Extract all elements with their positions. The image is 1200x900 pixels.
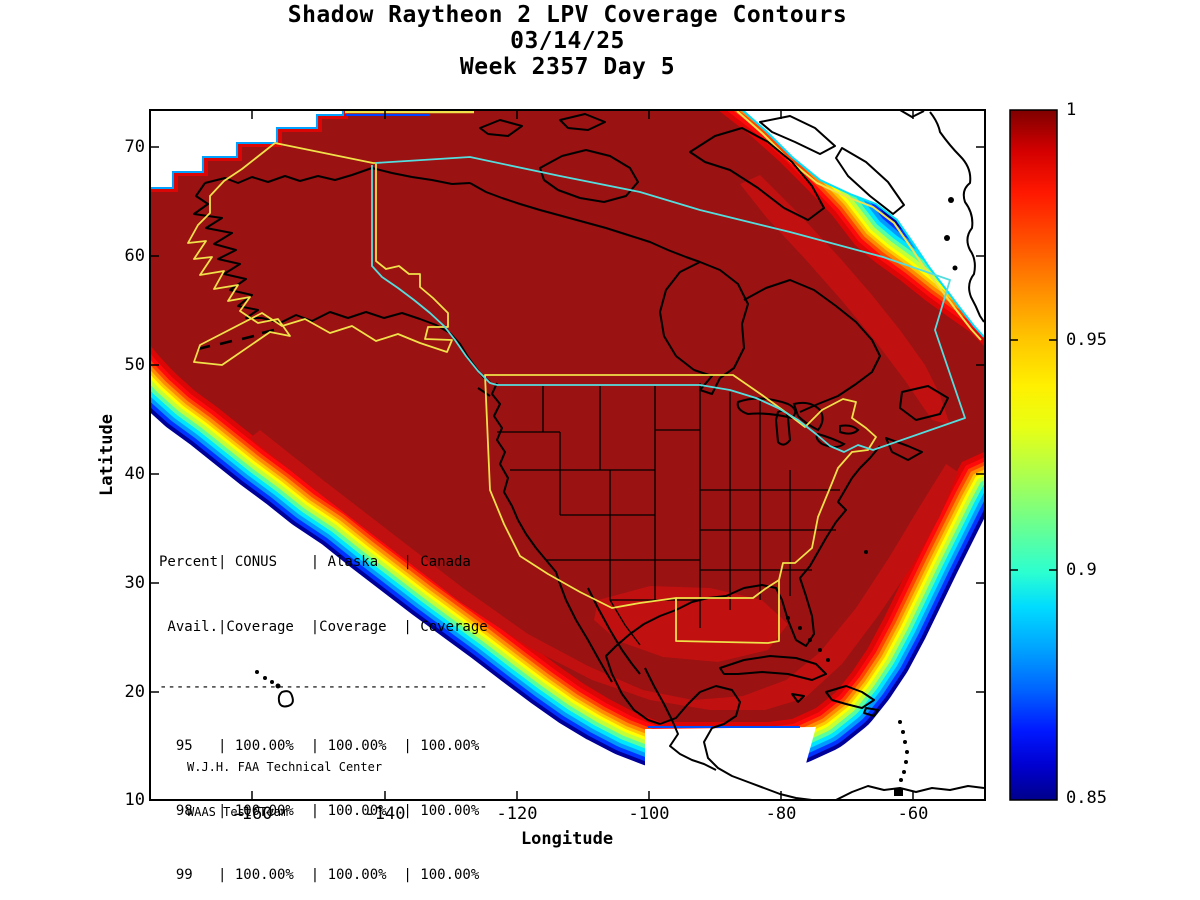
jamaica (791, 693, 805, 703)
y-axis-ticks (150, 146, 985, 693)
northeast-fringe-cyan (741, 111, 984, 338)
colorbar-tick-label: 0.95 (1066, 330, 1107, 350)
plot-frame-and-ticks (149, 109, 986, 801)
x-axis-label: Longitude (520, 829, 614, 849)
chart-week-day: Week 2357 Day 5 (459, 54, 676, 80)
lake-huron (792, 401, 824, 432)
island-dots (255, 197, 958, 796)
table-header-row: Percent| CONUS | Alaska | Canada (159, 554, 471, 570)
y-tick-label: 40 (124, 464, 145, 484)
cuba (719, 655, 827, 681)
mexico-west-coast (644, 667, 717, 771)
canada-service-boundary (374, 156, 966, 453)
ellesmere-coast (759, 115, 836, 155)
south-sea-mask (645, 727, 816, 799)
x-tick-label: -160 (231, 804, 273, 824)
x-tick-label: -60 (897, 804, 929, 824)
colorbar-tick-label: 1 (1066, 100, 1077, 120)
table-header-row: Avail.|Coverage |Coverage | Coverage (159, 618, 488, 635)
west-coast (491, 382, 561, 585)
alaska-west-coast (193, 182, 262, 319)
hispaniola (825, 685, 875, 709)
arctic-islet-1 (479, 119, 523, 137)
map-area (151, 111, 984, 799)
yucatan-central-america (659, 685, 813, 799)
bahamas (786, 616, 790, 620)
conus-gulf-notch (676, 579, 780, 599)
nova-scotia (885, 437, 923, 461)
south-america-coast (835, 785, 984, 799)
northwest-corner-mask (151, 111, 342, 187)
x-axis-ticks (251, 110, 914, 800)
hawaii-big-island (277, 690, 294, 708)
baja-outer (559, 583, 613, 683)
conus-service-boundary (484, 374, 877, 644)
table-row: 98 | 100.00% | 100.00% | 100.00% (159, 802, 480, 819)
chart-date: 03/14/25 (510, 28, 625, 54)
table-row: 99 | 100.00% | 100.00% | 100.00% (159, 867, 480, 883)
greenland-coast (929, 111, 984, 323)
y-tick-label: 30 (124, 573, 145, 593)
x-tick-label: -120 (496, 804, 538, 824)
hawaii-islands (255, 670, 259, 674)
credit-block: W.J.H. FAA Technical Center WAAS Test Te… (187, 730, 382, 835)
credit-line: W.J.H. FAA Technical Center (187, 760, 383, 774)
y-tick-label: 20 (124, 682, 145, 702)
victoria-island (539, 149, 639, 203)
baja-gulf (587, 587, 641, 675)
greenland-islet-3 (952, 265, 958, 271)
labrador-coast (743, 279, 881, 413)
hudson-bay (659, 261, 749, 395)
greenland-top-islet (899, 111, 925, 118)
alaska-north-coast (204, 167, 471, 185)
availability-table: Percent| CONUS | Alaska | Canada Avail.|… (159, 509, 488, 900)
arctic-mainland-coast (469, 182, 701, 263)
puerto-rico (863, 707, 879, 717)
alaska-service-boundary (187, 142, 453, 366)
arctic-islet-2 (559, 113, 606, 131)
lake-ontario (839, 424, 860, 435)
y-tick-label: 70 (124, 137, 145, 157)
service-volume-boundaries (187, 142, 966, 644)
x-tick-label: -140 (364, 804, 406, 824)
x-tick-label: -100 (628, 804, 670, 824)
bermuda (864, 550, 868, 554)
table-row: 95 | 100.00% | 100.00% | 100.00% (159, 738, 480, 754)
newfoundland (899, 385, 949, 421)
northeast-patch (740, 175, 950, 425)
aleutian-islands (197, 328, 275, 351)
chart-title: Shadow Raytheon 2 LPV Coverage Contours (287, 2, 848, 28)
east-coast (605, 445, 881, 725)
y-tick-label: 10 (124, 790, 145, 810)
state-borders (497, 383, 840, 646)
credit-line: WAAS Test Team (187, 805, 289, 819)
trinidad (894, 789, 903, 796)
colorbar (1009, 109, 1058, 801)
stair-fringe-blue (151, 111, 344, 189)
plot-frame (149, 109, 986, 801)
greenland-islet-1 (948, 197, 954, 203)
colorbar-ticks (1010, 339, 1057, 571)
y-tick-label: 50 (124, 355, 145, 375)
lesser-antilles (898, 720, 902, 724)
vancouver-island (477, 387, 491, 397)
colorbar-tick-label: 0.85 (1066, 788, 1107, 808)
x-tick-label: -80 (765, 804, 797, 824)
chart-title-block: Shadow Raytheon 2 LPV Coverage Contours … (150, 2, 985, 80)
colorbar-gradient (1009, 109, 1058, 801)
baffin-northeast-coast (835, 147, 905, 215)
y-axis-label: Latitude (97, 414, 117, 496)
canada-alaska-border (371, 165, 498, 386)
baffin-island (689, 127, 825, 221)
y-tick-label: 60 (124, 246, 145, 266)
table-divider: --------------------------------------- (159, 679, 488, 695)
colorbar-tick-label: 0.9 (1066, 560, 1097, 580)
greenland-islet-2 (944, 235, 950, 241)
